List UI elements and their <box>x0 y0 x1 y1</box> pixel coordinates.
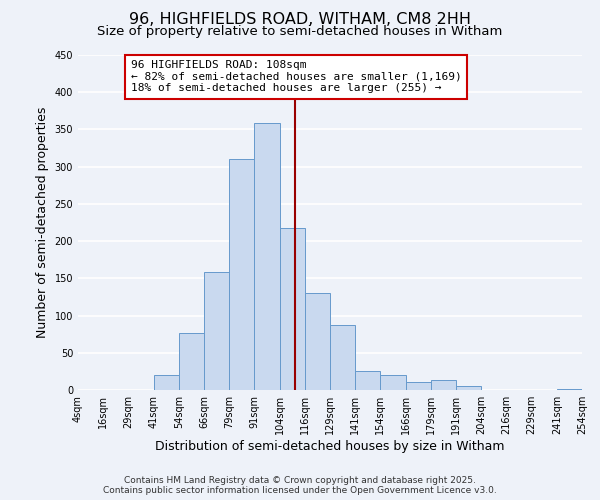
Y-axis label: Number of semi-detached properties: Number of semi-detached properties <box>36 107 49 338</box>
Bar <box>154 375 179 390</box>
Bar <box>431 380 456 390</box>
Bar <box>406 382 431 390</box>
Bar <box>204 272 229 390</box>
Bar <box>355 370 380 390</box>
Text: 96 HIGHFIELDS ROAD: 108sqm
← 82% of semi-detached houses are smaller (1,169)
18%: 96 HIGHFIELDS ROAD: 108sqm ← 82% of semi… <box>131 60 461 94</box>
Text: Contains HM Land Registry data © Crown copyright and database right 2025.
Contai: Contains HM Land Registry data © Crown c… <box>103 476 497 495</box>
Bar <box>254 124 280 390</box>
Text: Size of property relative to semi-detached houses in Witham: Size of property relative to semi-detach… <box>97 25 503 38</box>
Bar <box>456 386 481 390</box>
Bar <box>380 375 406 390</box>
Bar <box>280 228 305 390</box>
Bar <box>229 159 254 390</box>
Bar <box>330 325 355 390</box>
Bar <box>557 388 582 390</box>
Bar <box>179 334 204 390</box>
Text: 96, HIGHFIELDS ROAD, WITHAM, CM8 2HH: 96, HIGHFIELDS ROAD, WITHAM, CM8 2HH <box>129 12 471 28</box>
X-axis label: Distribution of semi-detached houses by size in Witham: Distribution of semi-detached houses by … <box>155 440 505 453</box>
Bar <box>305 293 330 390</box>
